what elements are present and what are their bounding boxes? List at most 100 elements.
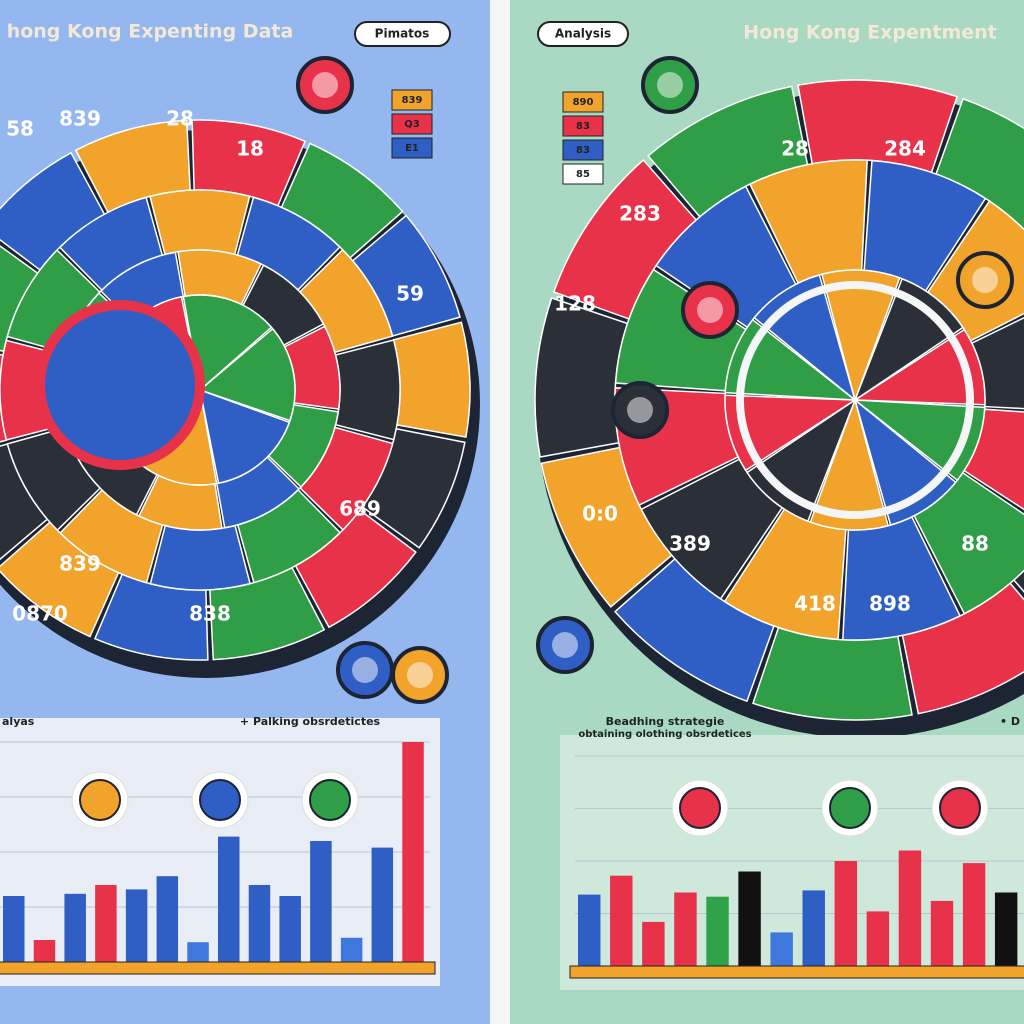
left-caption: + Palking obsrdetictes — [240, 715, 381, 728]
chart-icon-inner — [939, 787, 981, 829]
wheel-sector — [853, 277, 964, 402]
legend-label: 83 — [576, 121, 590, 132]
wheel-sector — [809, 397, 890, 531]
wheel-sector — [149, 189, 251, 256]
wheel-sector — [534, 297, 629, 458]
divider — [490, 0, 510, 1024]
legend-swatch — [562, 115, 604, 137]
chart-base — [569, 965, 1024, 979]
chip-inner — [352, 657, 378, 683]
wheel-sector — [334, 339, 401, 441]
chip-inner — [697, 297, 723, 323]
wheel-sector — [199, 388, 291, 485]
wheel-label: 28 — [781, 137, 809, 161]
bar — [248, 885, 271, 962]
wheel-label: 59 — [396, 282, 424, 306]
chart-icon-inner — [679, 787, 721, 829]
wheel-sector — [852, 328, 986, 406]
bar — [187, 942, 209, 962]
left-title: hong Kong Expenting Data — [7, 21, 294, 43]
wheel-sector — [752, 626, 913, 721]
ring — [736, 281, 974, 519]
bar — [279, 896, 301, 962]
wheel-sector — [853, 397, 957, 526]
wheel-label: 839 — [59, 552, 101, 576]
bar — [3, 896, 25, 962]
legend-label: 890 — [573, 97, 594, 108]
wheel-sector — [149, 524, 251, 591]
wheel-label: 838 — [189, 602, 231, 626]
wheel-label: 128 — [554, 292, 596, 316]
bar — [156, 876, 179, 962]
wheel-label: 28 — [166, 107, 194, 131]
bar — [962, 863, 986, 966]
chart-icon-inner — [309, 779, 351, 821]
bar — [642, 921, 665, 966]
bar — [402, 742, 424, 962]
wheel-sector — [820, 269, 901, 403]
bar — [218, 836, 240, 962]
center — [35, 300, 205, 470]
bar — [706, 896, 729, 966]
wheel-label: 283 — [619, 202, 661, 226]
bar — [578, 894, 601, 966]
legend-label: Q3 — [404, 119, 420, 130]
legend-label: 839 — [402, 95, 423, 106]
wheel-sector — [1012, 569, 1024, 593]
wheel — [534, 79, 1024, 738]
right-title: Hong Kong Expentment — [743, 22, 997, 44]
bar — [340, 937, 363, 962]
wheel-label: 88 — [961, 532, 989, 556]
bar — [125, 889, 148, 962]
chart-icon-inner — [79, 779, 121, 821]
wheel — [0, 119, 480, 678]
bar — [866, 911, 890, 966]
wheel-sector — [724, 394, 858, 472]
wheel-label: 18 — [236, 137, 264, 161]
wheel-sector — [182, 294, 273, 392]
chip-inner — [972, 267, 998, 293]
chip-inner — [657, 72, 683, 98]
chart-icon-inner — [199, 779, 241, 821]
right-badge-box — [537, 21, 629, 47]
wheel-label: 389 — [669, 532, 711, 556]
bar — [64, 893, 86, 962]
left-caption-left: alyas — [2, 715, 35, 728]
wheel-label: 58 — [6, 117, 34, 141]
right-caption-sub: obtaining olothing obsrdetices — [578, 729, 751, 740]
wheel-sector — [797, 79, 958, 174]
wheel-label: 689 — [339, 497, 381, 521]
right-caption: Beadhing strategie — [606, 715, 725, 728]
bar — [95, 885, 117, 962]
left-badge-box — [354, 21, 451, 47]
legend-label: E1 — [405, 143, 419, 154]
wheel-label: 0870 — [12, 602, 68, 626]
bar — [610, 875, 633, 966]
right-caption-right: • D — [1000, 715, 1020, 728]
bar — [834, 861, 858, 966]
legend-swatch — [391, 89, 433, 111]
chip-inner — [552, 632, 578, 658]
wheel-label: 839 — [59, 107, 101, 131]
bar — [898, 850, 922, 966]
bar — [930, 900, 954, 966]
legend-label: 85 — [576, 169, 590, 180]
wheel-sector — [746, 398, 857, 523]
legend-label: 83 — [576, 145, 590, 156]
legend-swatch — [391, 137, 433, 159]
wheel-label: 418 — [794, 592, 836, 616]
wheel-sector — [392, 321, 471, 438]
bar — [994, 892, 1018, 966]
chip-inner — [407, 662, 433, 688]
bar — [310, 841, 332, 962]
right-badge: Analysis — [555, 27, 611, 41]
left-badge: Pimatos — [375, 27, 430, 41]
legend-swatch — [562, 163, 604, 185]
bar — [674, 892, 697, 966]
wheel-sector — [198, 327, 296, 422]
wheel-label: 898 — [869, 592, 911, 616]
legend-swatch — [391, 113, 433, 135]
bar — [770, 932, 793, 966]
chip-inner — [312, 72, 338, 98]
